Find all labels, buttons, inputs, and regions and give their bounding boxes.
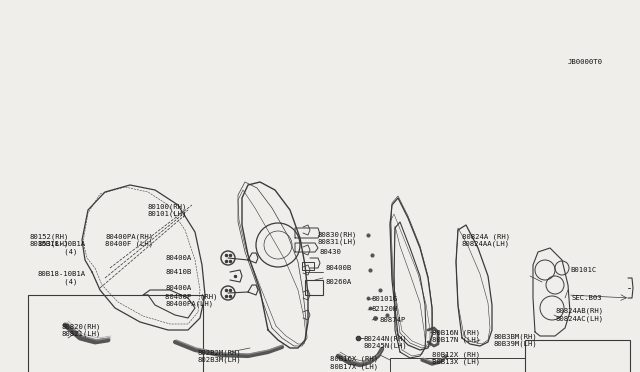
Text: SEC.B03: SEC.B03: [572, 295, 603, 301]
Text: 80152(RH)
80153(LH): 80152(RH) 80153(LH): [30, 233, 69, 247]
Text: 80400B: 80400B: [325, 265, 351, 271]
Text: 80400A: 80400A: [165, 285, 191, 291]
Text: 80820(RH)
80821(LH): 80820(RH) 80821(LH): [62, 323, 101, 337]
Bar: [525, 340, 630, 372]
Text: 80400A: 80400A: [165, 255, 191, 261]
Text: 80244N(RH)
80245N(LH): 80244N(RH) 80245N(LH): [364, 335, 408, 349]
Bar: [302, 262, 314, 270]
Text: 80400PA(RH)
80400F (LH): 80400PA(RH) 80400F (LH): [105, 233, 153, 247]
Text: 80830(RH)
80831(LH): 80830(RH) 80831(LH): [318, 231, 357, 245]
Text: 80B12X (RH)
80B13X (LH): 80B12X (RH) 80B13X (LH): [432, 351, 480, 365]
Text: 80410B: 80410B: [165, 269, 191, 275]
Text: 80B16N (RH)
80B17N (LH): 80B16N (RH) 80B17N (LH): [432, 329, 480, 343]
Text: 80100(RH)
80101(LH): 80100(RH) 80101(LH): [148, 203, 188, 217]
Text: 80260A: 80260A: [325, 279, 351, 285]
Text: 80B16X (RH)
80B17X (LH): 80B16X (RH) 80B17X (LH): [330, 356, 378, 370]
Text: 80874P: 80874P: [380, 317, 406, 323]
Text: 82120H: 82120H: [372, 306, 398, 312]
Text: 80824A (RH)
80824AA(LH): 80824A (RH) 80824AA(LH): [462, 233, 510, 247]
Bar: [305, 280, 323, 295]
Text: 80430: 80430: [320, 249, 342, 255]
Text: 80101G: 80101G: [372, 296, 398, 302]
Text: 80824AB(RH)
80824AC(LH): 80824AB(RH) 80824AC(LH): [556, 308, 604, 322]
Text: B0101C: B0101C: [570, 267, 596, 273]
Text: 80B18-J0B1A
      (4): 80B18-J0B1A (4): [38, 241, 86, 255]
Text: 802B2M(RH)
802B3M(LH): 802B2M(RH) 802B3M(LH): [198, 349, 242, 363]
Bar: [28, 295, 203, 372]
Text: 80B18-10B1A
      (4): 80B18-10B1A (4): [38, 271, 86, 285]
Bar: [390, 358, 538, 372]
Text: JB0000T0: JB0000T0: [568, 59, 603, 65]
Text: 80B3BM(RH)
80B39M(LH): 80B3BM(RH) 80B39M(LH): [494, 333, 538, 347]
Text: 80400P  (RH)
80400PA(LH): 80400P (RH) 80400PA(LH): [165, 293, 218, 307]
